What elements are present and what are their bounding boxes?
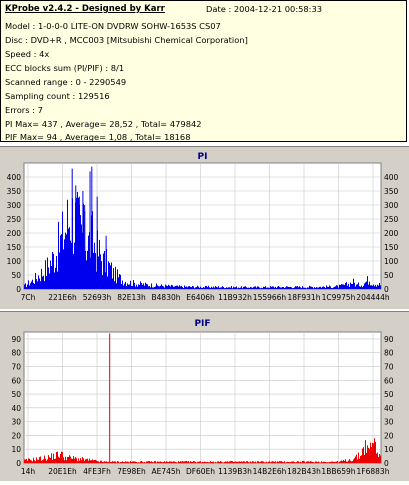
y-tick-label-left: 60 — [11, 376, 21, 385]
y-tick-label-left: 80 — [11, 349, 21, 358]
y-tick-label-left: 0 — [16, 459, 21, 468]
y-tick-label-right: 70 — [384, 362, 394, 371]
pi-chart-panel: PI 0 0 50 50 100 100 150 150 200 200 250 250 300 300 35… — [0, 146, 409, 309]
pif-chart: PIF 0 0 10 10 20 20 30 30 40 40 50 50 60 60 70 70 80 80 90 9… — [11, 319, 394, 476]
x-tick-label: 7E98Eh — [117, 467, 146, 476]
info-speed: Speed : 4x — [5, 49, 50, 59]
info-pif-stats: PIF Max= 94 , Average= 1,08 , Total= 181… — [5, 132, 191, 142]
x-tick-label: 155966h — [253, 293, 287, 302]
x-tick-label: 182B43h — [287, 467, 321, 476]
y-tick-label-left: 30 — [11, 418, 21, 427]
y-tick-label-right: 90 — [384, 335, 394, 344]
y-tick-label-left: 200 — [7, 229, 22, 238]
y-tick-label-right: 0 — [384, 285, 389, 294]
y-tick-label-right: 300 — [384, 201, 399, 210]
y-tick-label-right: 0 — [384, 459, 389, 468]
y-tick-label-right: 350 — [384, 187, 399, 196]
x-tick-label: 1139B3h — [218, 467, 252, 476]
y-tick-label-right: 30 — [384, 418, 394, 427]
x-tick-label: 18F931h — [288, 293, 321, 302]
info-sampling-count: Sampling count : 129516 — [5, 91, 110, 101]
y-tick-label-right: 80 — [384, 349, 394, 358]
x-tick-label: DF60Eh — [186, 467, 215, 476]
y-tick-label-right: 400 — [384, 173, 399, 182]
chart-title: PIF — [194, 319, 210, 329]
x-tick-label: 82E13h — [117, 293, 146, 302]
y-tick-label-left: 70 — [11, 362, 21, 371]
y-tick-label-left: 300 — [7, 201, 22, 210]
info-model: Model : 1-0-0-0 LITE-ON DVDRW SOHW-1653S… — [5, 21, 221, 31]
x-tick-label: 7Ch — [21, 293, 36, 302]
y-tick-label-left: 100 — [7, 257, 22, 266]
y-tick-label-right: 60 — [384, 376, 394, 385]
info-ecc-blocks: ECC blocks sum (PI/PIF) : 8/1 — [5, 63, 125, 73]
y-tick-label-right: 100 — [384, 257, 399, 266]
y-tick-label-right: 40 — [384, 404, 394, 413]
chart-title: PI — [198, 152, 208, 162]
x-tick-label: E6406h — [186, 293, 215, 302]
y-tick-label-left: 20 — [11, 431, 21, 440]
info-disc: Disc : DVD+R , MCC003 [Mitsubishi Chemic… — [5, 35, 248, 45]
y-tick-label-left: 40 — [11, 404, 21, 413]
info-scanned-range: Scanned range : 0 - 2290549 — [5, 77, 127, 87]
y-tick-label-left: 0 — [16, 285, 21, 294]
y-tick-label-left: 350 — [7, 187, 22, 196]
x-tick-label: 14h — [21, 467, 36, 476]
y-tick-label-right: 50 — [384, 271, 394, 280]
pif-chart-panel: PIF 0 0 10 10 20 20 30 30 40 40 50 50 60 60 70 70 80 80 90 9… — [0, 311, 409, 481]
x-tick-label: 1F6883h — [357, 467, 390, 476]
x-tick-label: 221E6h — [48, 293, 77, 302]
x-tick-label: B4830h — [152, 293, 181, 302]
series-bars — [24, 333, 381, 463]
scan-date: Date : 2004-12-21 00:58:33 — [206, 4, 323, 14]
y-tick-label-right: 150 — [384, 243, 399, 252]
x-tick-label: AE745h — [152, 467, 181, 476]
x-tick-label: 1C9975h — [322, 293, 356, 302]
pi-chart: PI 0 0 50 50 100 100 150 150 200 200 250 250 300 300 35… — [7, 152, 399, 302]
app-title: KProbe v2.4.2 - Designed by Karr — [5, 4, 165, 14]
y-tick-label-left: 250 — [7, 215, 22, 224]
x-tick-label: 1BB659h — [321, 467, 355, 476]
y-tick-label-left: 50 — [11, 390, 21, 399]
info-errors: Errors : 7 — [5, 105, 43, 115]
y-tick-label-right: 50 — [384, 390, 394, 399]
x-tick-label: 14B2E6h — [253, 467, 287, 476]
y-tick-label-left: 150 — [7, 243, 22, 252]
y-tick-label-right: 250 — [384, 215, 399, 224]
plot-area — [23, 331, 382, 464]
x-tick-label: 204444h — [356, 293, 390, 302]
x-tick-label: 4FE3Fh — [83, 467, 111, 476]
x-tick-label: 52693h — [83, 293, 112, 302]
x-tick-label: 11B932h — [218, 293, 252, 302]
y-tick-label-right: 20 — [384, 431, 394, 440]
y-tick-label-right: 200 — [384, 229, 399, 238]
x-tick-label: 20E1Eh — [48, 467, 77, 476]
series-bars — [24, 166, 381, 289]
y-tick-label-right: 10 — [384, 445, 394, 454]
y-tick-label-left: 10 — [11, 445, 21, 454]
y-tick-label-left: 50 — [11, 271, 21, 280]
disc-info-panel: KProbe v2.4.2 - Designed by Karr Date : … — [0, 0, 407, 142]
info-pi-stats: PI Max= 437 , Average= 28,52 , Total= 47… — [5, 119, 202, 129]
y-tick-label-left: 90 — [11, 335, 21, 344]
y-tick-label-left: 400 — [7, 173, 22, 182]
